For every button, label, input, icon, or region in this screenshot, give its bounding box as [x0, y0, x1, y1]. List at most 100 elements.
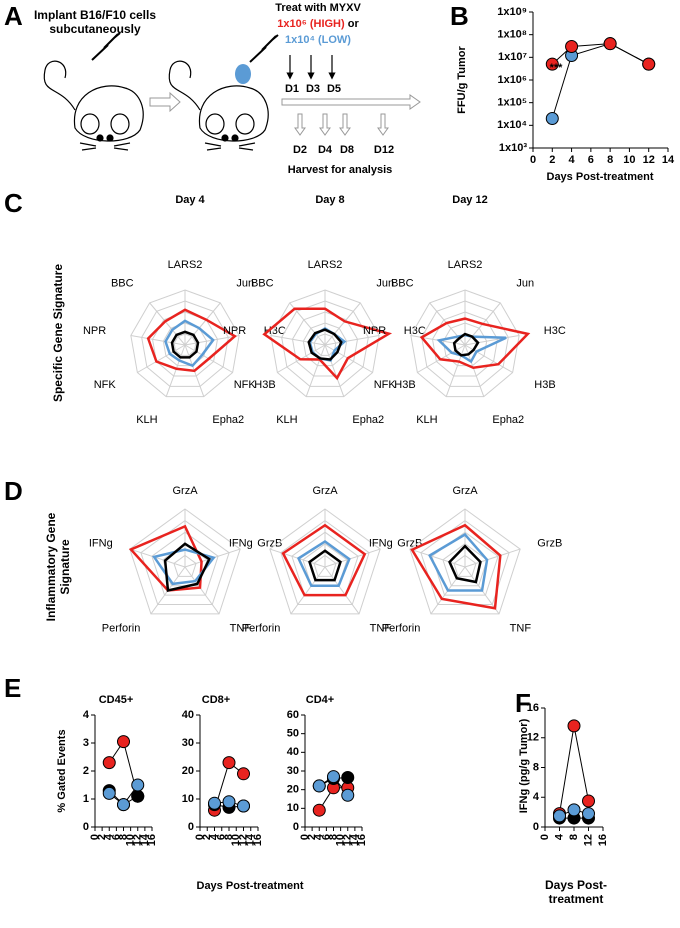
data-point [222, 756, 236, 770]
harvest-day: D8 [340, 144, 354, 156]
y-axis-label: IFNg (pg/g Tumor) [518, 718, 530, 813]
radar-line [128, 524, 203, 592]
mouse [168, 34, 279, 151]
y-tick-label: 1x10⁵ [497, 97, 527, 109]
grid-ring [269, 508, 381, 615]
x-tick-label: 10 [623, 154, 635, 166]
data-point [208, 796, 221, 810]
axis-label: IFNg [229, 537, 253, 549]
panel-label: A [4, 1, 23, 31]
data-point [603, 37, 617, 51]
x-tick-label: 10 [125, 834, 137, 846]
x-tick-label: 16 [252, 834, 264, 846]
treat-label: Treat with MYXV [275, 2, 361, 14]
data-point [237, 799, 250, 813]
data-point [102, 786, 116, 800]
radar-line [296, 539, 351, 588]
x-tick-label: 16 [356, 834, 368, 846]
y-tick-label: 3 [83, 737, 89, 749]
axis-label: Perforin [382, 622, 421, 634]
data-point [222, 795, 236, 809]
data-point [327, 770, 340, 784]
low-dose: 1x10⁴ (LOW) [285, 34, 351, 46]
annotation: *** [550, 62, 564, 74]
spoke [129, 548, 186, 568]
axis-label: LARS2 [308, 259, 343, 271]
y-tick-label: 10 [287, 802, 299, 814]
x-tick-label: 4 [553, 833, 565, 840]
x-tick-label: 12 [237, 834, 249, 846]
axis-label: Epha2 [352, 414, 384, 426]
arrow [149, 91, 181, 113]
spoke [409, 548, 466, 568]
spoke [324, 302, 361, 346]
radar-line [436, 333, 507, 364]
x-tick-label: 12 [342, 834, 354, 846]
spoke [464, 548, 521, 568]
mouse [43, 32, 144, 151]
harvest-arrows [294, 113, 389, 136]
data-point [117, 735, 130, 749]
harvest-day: D12 [374, 144, 394, 156]
grid-ring [313, 333, 337, 356]
treat-day: D5 [327, 83, 341, 95]
data-point [582, 807, 595, 821]
chart-title: CD4+ [306, 694, 334, 706]
x-tick-label: 8 [607, 154, 613, 166]
axis-label: IFNg [89, 537, 113, 549]
radar-line [163, 542, 211, 592]
y-tick-label: 1x10³ [499, 142, 527, 154]
spoke [290, 566, 326, 615]
axis-label: BBC [391, 278, 414, 290]
axis-label: KLH [416, 414, 437, 426]
grid-ring [162, 322, 208, 367]
axis-label: Jun [376, 278, 394, 290]
axis-label: GrzB [257, 537, 282, 549]
y-tick-label: 8 [533, 761, 539, 773]
axis-label: Perforin [102, 622, 141, 634]
axis-label: IFNg [369, 537, 393, 549]
x-tick-label: 10 [230, 834, 242, 846]
y-tick-label: 60 [287, 709, 299, 721]
axis-label: H3B [394, 379, 415, 391]
axis-label: Perforin [242, 622, 281, 634]
data-point [117, 798, 130, 812]
treat-day: D3 [306, 83, 320, 95]
axis-label: H3C [264, 325, 286, 337]
x-tick-label: 0 [299, 834, 311, 840]
grid-ring [129, 508, 241, 615]
x-tick-label: 8 [568, 834, 580, 840]
dose-line: 1x10⁶ (HIGH) or [277, 18, 359, 30]
radar-line [419, 317, 531, 370]
axis-label: NFK [94, 379, 117, 391]
treat-day: D1 [285, 83, 299, 95]
data-point [131, 778, 145, 792]
grid-ring [453, 554, 477, 577]
axis-label: NPR [223, 325, 246, 337]
x-tick-label: 0 [539, 834, 551, 840]
spoke [165, 344, 186, 397]
x-axis-label: Days Post-treatment [547, 171, 654, 183]
grid-ring [173, 554, 197, 577]
panel-label: F [515, 688, 531, 718]
axis-label: TNF [370, 622, 392, 634]
spoke [324, 344, 345, 397]
radar-line [448, 544, 482, 584]
x-tick-label: 6 [110, 834, 122, 840]
series-line [551, 43, 649, 65]
axis-label: NPR [363, 325, 386, 337]
y-tick-label: 2 [83, 765, 89, 777]
y-tick-label: 50 [287, 728, 299, 740]
axis-label: GrzA [312, 485, 338, 497]
grid-ring [173, 333, 197, 356]
x-tick-label: 0 [194, 834, 206, 840]
axis-label: H3C [404, 325, 426, 337]
data-point [102, 756, 116, 770]
panel-label: D [4, 476, 23, 506]
spoke [445, 344, 466, 397]
y-tick-label: 40 [287, 746, 299, 758]
grid-ring [409, 508, 521, 615]
x-tick-label: 0 [89, 834, 101, 840]
implant-label: Implant B16/F10 cells subcutaneously [33, 8, 157, 36]
chart-title: CD8+ [202, 694, 230, 706]
